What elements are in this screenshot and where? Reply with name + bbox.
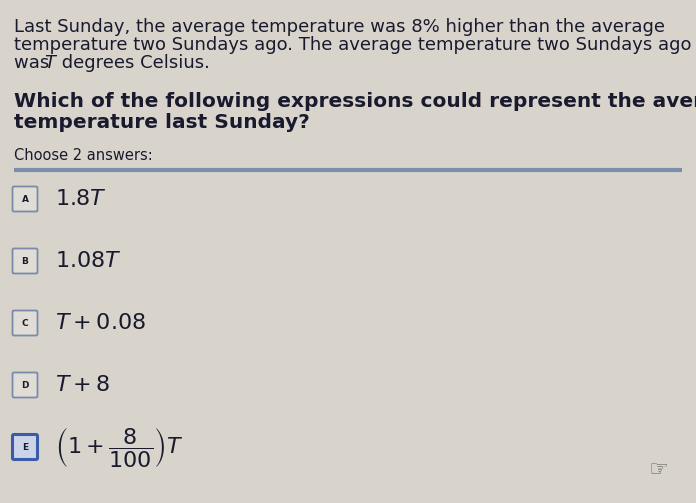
- Text: degrees Celsius.: degrees Celsius.: [56, 54, 210, 72]
- FancyBboxPatch shape: [13, 248, 38, 274]
- Text: $1.8T$: $1.8T$: [55, 189, 106, 209]
- Text: $1.08T$: $1.08T$: [55, 251, 122, 271]
- Text: Choose 2 answers:: Choose 2 answers:: [14, 148, 152, 163]
- FancyBboxPatch shape: [13, 187, 38, 211]
- FancyBboxPatch shape: [13, 310, 38, 336]
- Text: Last Sunday, the average temperature was 8% higher than the average: Last Sunday, the average temperature was…: [14, 18, 665, 36]
- Text: temperature last Sunday?: temperature last Sunday?: [14, 113, 310, 132]
- Text: A: A: [22, 195, 29, 204]
- Text: C: C: [22, 318, 29, 327]
- Text: was: was: [14, 54, 55, 72]
- Text: $T+8$: $T+8$: [55, 375, 111, 395]
- FancyBboxPatch shape: [13, 373, 38, 397]
- Text: $T+0.08$: $T+0.08$: [55, 313, 146, 333]
- FancyBboxPatch shape: [13, 435, 38, 460]
- Text: $T$: $T$: [44, 54, 58, 72]
- Text: D: D: [22, 380, 29, 389]
- Text: E: E: [22, 443, 28, 452]
- Text: B: B: [22, 257, 29, 266]
- Text: Which of the following expressions could represent the average: Which of the following expressions could…: [14, 92, 696, 111]
- Text: temperature two Sundays ago. The average temperature two Sundays ago: temperature two Sundays ago. The average…: [14, 36, 692, 54]
- Text: ☞: ☞: [648, 460, 668, 480]
- Text: $\left(1+\dfrac{8}{100}\right)T$: $\left(1+\dfrac{8}{100}\right)T$: [55, 426, 184, 468]
